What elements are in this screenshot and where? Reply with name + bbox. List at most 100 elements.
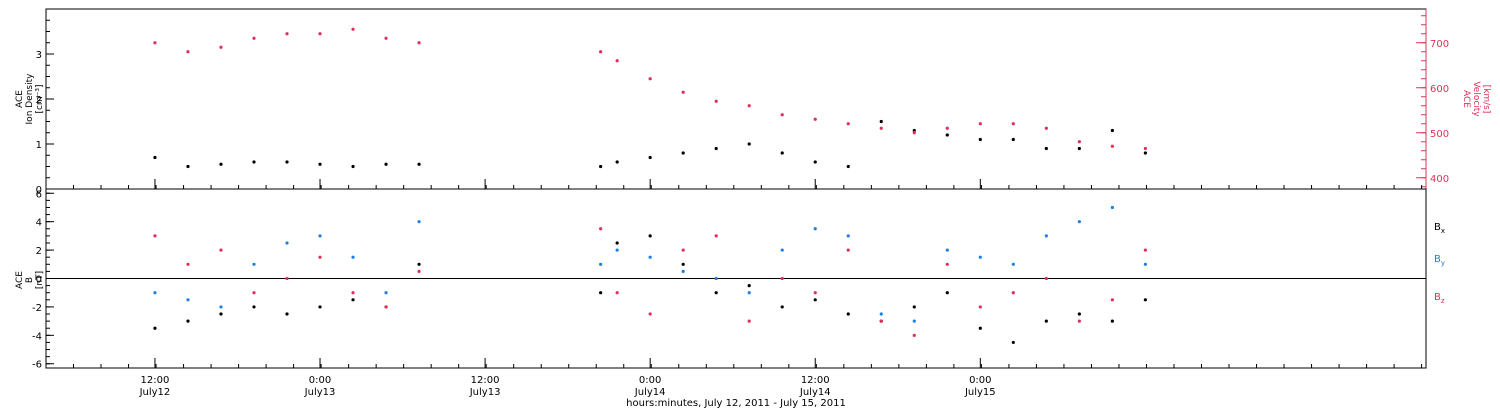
velocity-point-20 bbox=[945, 126, 949, 130]
bz-point-20 bbox=[945, 262, 949, 266]
velocity-point-12 bbox=[681, 90, 685, 94]
bx-point-23 bbox=[1044, 319, 1048, 323]
x-tick-time-4: 12:00 bbox=[801, 375, 830, 386]
legend-bz: Bz bbox=[1434, 292, 1445, 305]
bz-point-6 bbox=[351, 291, 355, 295]
bx-point-11 bbox=[648, 234, 652, 238]
density-point-22 bbox=[1011, 137, 1015, 142]
by-point-22 bbox=[1011, 262, 1015, 266]
density-point-7 bbox=[384, 162, 388, 166]
velocity-tick-label-3: 700 bbox=[1430, 39, 1449, 50]
x-tick-date-3: July14 bbox=[634, 387, 666, 398]
density-axis-title-3: [cm⁻³] bbox=[35, 84, 45, 113]
bottom-panel-magnetic-field: -6 -4 -2 0 2 4 6 ACE B [nT] Bx By Bz bbox=[15, 188, 1445, 371]
by-point-16 bbox=[813, 227, 817, 231]
by-point-5 bbox=[318, 234, 322, 238]
density-point-3 bbox=[252, 160, 256, 164]
bz-point-19 bbox=[912, 333, 916, 337]
bx-point-9 bbox=[599, 291, 603, 295]
by-point-11 bbox=[648, 255, 652, 259]
bz-point-10 bbox=[615, 291, 619, 295]
by-point-20 bbox=[945, 248, 949, 252]
density-point-21 bbox=[978, 137, 982, 142]
time-axis-title: hours:minutes, July 12, 2011 - July 15, … bbox=[626, 398, 846, 409]
bx-point-2 bbox=[219, 312, 223, 316]
velocity-point-19 bbox=[912, 131, 916, 135]
bz-points bbox=[153, 227, 1147, 337]
bx-point-22 bbox=[1011, 340, 1015, 345]
density-point-2 bbox=[219, 162, 223, 166]
by-point-17 bbox=[846, 234, 850, 238]
by-point-24 bbox=[1077, 220, 1081, 224]
velocity-point-23 bbox=[1044, 126, 1048, 130]
by-point-12 bbox=[681, 269, 685, 273]
velocity-point-14 bbox=[747, 104, 751, 108]
bz-point-12 bbox=[681, 248, 685, 252]
velocity-point-5 bbox=[318, 32, 322, 36]
field-tick-label-0: -6 bbox=[32, 360, 42, 371]
by-point-8 bbox=[417, 220, 421, 224]
field-axis-title-2: B bbox=[25, 277, 35, 283]
by-point-15 bbox=[780, 248, 784, 252]
by-point-14 bbox=[747, 291, 751, 295]
by-point-9 bbox=[599, 262, 603, 266]
density-point-13 bbox=[714, 146, 718, 151]
bz-point-18 bbox=[879, 319, 883, 323]
x-tick-date-5: July15 bbox=[964, 387, 996, 398]
density-tick-label-2: 2 bbox=[36, 95, 42, 106]
bz-point-25 bbox=[1110, 298, 1114, 302]
bz-point-13 bbox=[714, 234, 718, 238]
velocity-point-15 bbox=[780, 113, 784, 117]
velocity-point-0 bbox=[153, 41, 157, 45]
density-tick-label-3: 3 bbox=[36, 50, 42, 61]
density-point-25 bbox=[1110, 128, 1114, 133]
by-point-6 bbox=[351, 255, 355, 259]
velocity-point-24 bbox=[1077, 140, 1081, 144]
bz-point-22 bbox=[1011, 291, 1015, 295]
velocity-points bbox=[153, 27, 1147, 151]
bz-point-0 bbox=[153, 234, 157, 238]
velocity-axis-title-2: Velocity bbox=[1471, 81, 1481, 117]
bx-point-26 bbox=[1143, 298, 1147, 302]
bx-point-0 bbox=[153, 326, 157, 330]
bz-point-23 bbox=[1044, 276, 1048, 281]
x-tick-date-0: July12 bbox=[139, 387, 171, 398]
velocity-point-11 bbox=[648, 77, 652, 81]
bz-point-1 bbox=[186, 262, 190, 266]
velocity-point-2 bbox=[219, 45, 223, 49]
bx-point-19 bbox=[912, 305, 916, 309]
legend: Bx By Bz bbox=[1434, 222, 1445, 305]
density-point-9 bbox=[599, 164, 603, 169]
legend-by: By bbox=[1434, 254, 1445, 267]
by-point-4 bbox=[285, 241, 289, 245]
bx-point-14 bbox=[747, 284, 751, 288]
bx-point-21 bbox=[978, 326, 982, 330]
by-point-10 bbox=[615, 248, 619, 252]
bz-point-26 bbox=[1143, 248, 1147, 252]
density-point-6 bbox=[351, 164, 355, 169]
bx-point-15 bbox=[780, 305, 784, 309]
density-point-12 bbox=[681, 151, 685, 155]
velocity-point-16 bbox=[813, 117, 817, 121]
bz-point-4 bbox=[285, 276, 289, 281]
bz-point-8 bbox=[417, 269, 421, 273]
bz-point-16 bbox=[813, 291, 817, 295]
bz-point-24 bbox=[1077, 319, 1081, 323]
density-axis-ticks: 0 1 2 3 bbox=[36, 8, 54, 196]
density-axis-title-1: ACE bbox=[15, 90, 25, 108]
density-points bbox=[153, 119, 1147, 169]
bz-point-15 bbox=[780, 276, 784, 281]
velocity-point-7 bbox=[384, 36, 388, 40]
density-point-16 bbox=[813, 160, 817, 164]
bx-point-16 bbox=[813, 298, 817, 302]
x-tick-time-2: 12:00 bbox=[471, 375, 500, 386]
bz-point-7 bbox=[384, 305, 388, 309]
field-tick-label-5: 4 bbox=[36, 218, 42, 229]
bz-point-17 bbox=[846, 248, 850, 252]
bx-point-8 bbox=[417, 262, 421, 266]
density-point-23 bbox=[1044, 146, 1048, 151]
by-point-18 bbox=[879, 312, 883, 316]
bx-point-24 bbox=[1077, 312, 1081, 316]
bx-point-12 bbox=[681, 262, 685, 266]
